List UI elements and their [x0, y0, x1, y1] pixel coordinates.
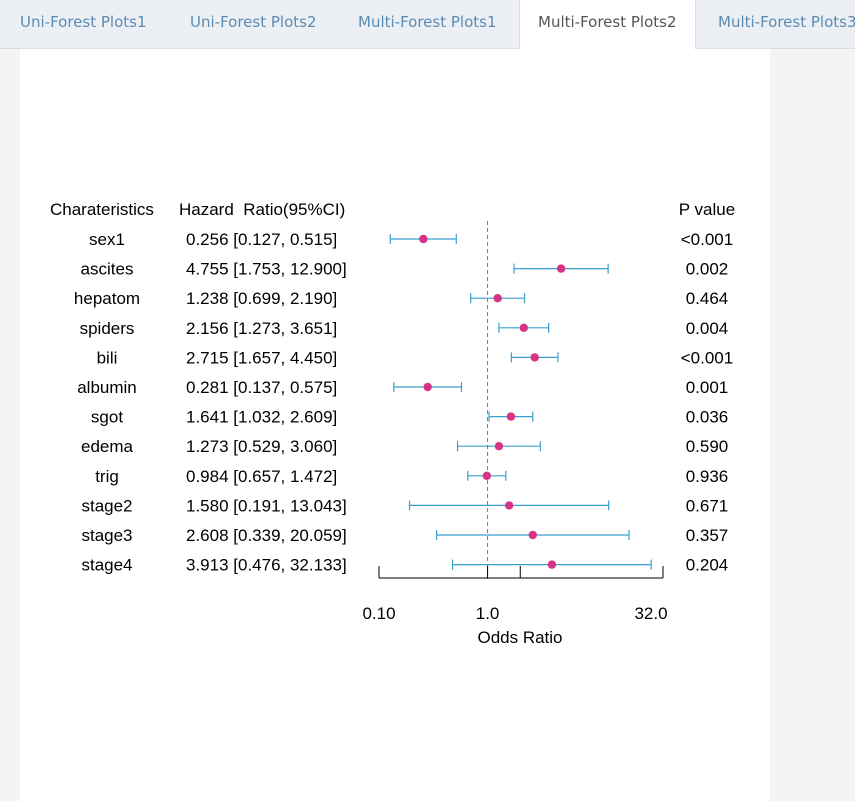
forest-row: sgot 1.641 [1.032, 2.609] 0.036	[91, 408, 728, 427]
row-hazard-ratio: 1.641 [1.032, 2.609]	[186, 408, 337, 427]
row-hazard-ratio: 1.238 [0.699, 2.190]	[186, 289, 337, 308]
hr-point	[547, 560, 557, 569]
forest-row: albumin 0.281 [0.137, 0.575] 0.001	[77, 378, 728, 397]
hr-point	[504, 501, 514, 510]
plot-panel: Charateristics Hazard Ratio(95%CI) P val…	[20, 49, 770, 801]
forest-row: hepatom 1.238 [0.699, 2.190] 0.464	[74, 289, 728, 308]
row-p-value: <0.001	[681, 348, 733, 367]
header-hazard-ratio: Hazard Ratio(95%CI)	[179, 200, 345, 219]
x-tick-label: 32.0	[634, 604, 667, 623]
row-characteristic: stage3	[81, 526, 132, 545]
row-characteristic: sex1	[89, 230, 125, 249]
hr-point	[556, 264, 566, 273]
forest-row: stage3 2.608 [0.339, 20.059] 0.357	[81, 526, 728, 545]
hr-point	[530, 353, 539, 362]
hr-point	[494, 442, 504, 451]
row-p-value: 0.671	[686, 496, 729, 515]
row-hazard-ratio: 0.984 [0.657, 1.472]	[186, 467, 337, 486]
tab-multi-forest-plots1[interactable]: Multi-Forest Plots1	[358, 13, 497, 31]
forest-row: spiders 2.156 [1.273, 3.651] 0.004	[80, 319, 729, 338]
row-characteristic: stage2	[81, 496, 132, 515]
hr-point	[519, 323, 529, 332]
tab-bar: Uni-Forest Plots1 Uni-Forest Plots2 Mult…	[0, 0, 855, 49]
tab-uni-forest-plots1[interactable]: Uni-Forest Plots1	[20, 13, 147, 31]
forest-row: stage2 1.580 [0.191, 13.043] 0.671	[81, 496, 728, 515]
forest-row: sex1 0.256 [0.127, 0.515] <0.001	[89, 230, 733, 249]
row-p-value: 0.204	[686, 556, 729, 575]
tab-uni-forest-plots2[interactable]: Uni-Forest Plots2	[190, 13, 317, 31]
tab-multi-forest-plots2[interactable]: Multi-Forest Plots2	[519, 0, 696, 49]
row-characteristic: sgot	[91, 408, 123, 427]
x-tick-label: 0.10	[362, 604, 395, 623]
row-characteristic: bili	[97, 348, 118, 367]
forest-row: edema 1.273 [0.529, 3.060] 0.590	[81, 437, 728, 456]
row-hazard-ratio: 3.913 [0.476, 32.133]	[186, 556, 347, 575]
x-axis-label: Odds Ratio	[477, 628, 562, 647]
row-p-value: 0.357	[686, 526, 729, 545]
row-p-value: 0.464	[686, 289, 729, 308]
forest-row: bili 2.715 [1.657, 4.450] <0.001	[97, 348, 734, 367]
row-p-value: 0.590	[686, 437, 729, 456]
forest-row: ascites 4.755 [1.753, 12.900] 0.002	[81, 260, 729, 279]
row-hazard-ratio: 0.256 [0.127, 0.515]	[186, 230, 337, 249]
header-p-value: P value	[679, 200, 735, 219]
hr-point	[528, 530, 537, 540]
header-characteristics: Charateristics	[50, 200, 154, 219]
tab-multi-forest-plots3[interactable]: Multi-Forest Plots3	[718, 13, 855, 31]
hr-point	[423, 382, 432, 392]
row-p-value: 0.004	[686, 319, 729, 338]
row-p-value: 0.036	[686, 408, 729, 427]
hr-point	[419, 234, 428, 244]
row-characteristic: edema	[81, 437, 134, 456]
hr-point	[482, 471, 492, 480]
row-characteristic: stage4	[81, 556, 132, 575]
row-characteristic: albumin	[77, 378, 137, 397]
row-p-value: <0.001	[681, 230, 733, 249]
row-hazard-ratio: 2.156 [1.273, 3.651]	[186, 319, 337, 338]
row-hazard-ratio: 2.608 [0.339, 20.059]	[186, 526, 347, 545]
row-hazard-ratio: 2.715 [1.657, 4.450]	[186, 348, 337, 367]
row-p-value: 0.001	[686, 378, 729, 397]
row-hazard-ratio: 1.273 [0.529, 3.060]	[186, 437, 337, 456]
row-hazard-ratio: 0.281 [0.137, 0.575]	[186, 378, 337, 397]
forest-plot: Charateristics Hazard Ratio(95%CI) P val…	[50, 200, 735, 647]
row-characteristic: ascites	[81, 260, 134, 279]
hr-point	[493, 294, 502, 303]
x-tick-label: 1.0	[476, 604, 500, 623]
row-hazard-ratio: 1.580 [0.191, 13.043]	[186, 496, 347, 515]
row-characteristic: trig	[95, 467, 119, 486]
row-characteristic: spiders	[80, 319, 135, 338]
row-p-value: 0.936	[686, 467, 729, 486]
forest-row: stage4 3.913 [0.476, 32.133] 0.204	[81, 556, 728, 575]
forest-row: trig 0.984 [0.657, 1.472] 0.936	[95, 467, 728, 486]
row-hazard-ratio: 4.755 [1.753, 12.900]	[186, 260, 347, 279]
hr-point	[506, 412, 516, 421]
row-p-value: 0.002	[686, 260, 729, 279]
row-characteristic: hepatom	[74, 289, 140, 308]
